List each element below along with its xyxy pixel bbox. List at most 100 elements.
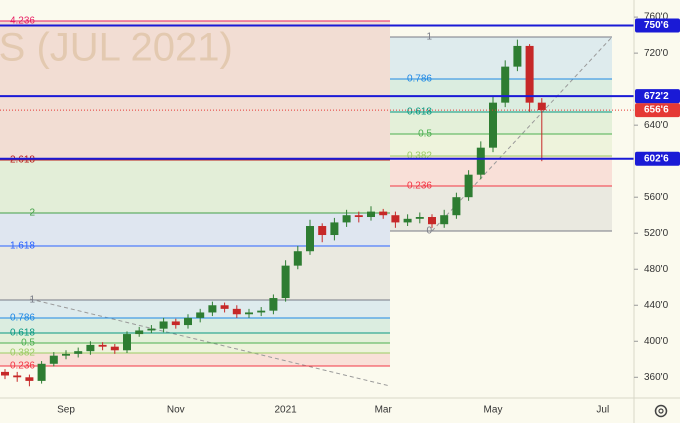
y-tick-label: 760'0 xyxy=(644,12,669,23)
candle-body xyxy=(330,222,339,236)
y-tick-label: 360'0 xyxy=(644,372,669,383)
candle-body xyxy=(281,265,290,299)
watermark: ES (JUL 2021) xyxy=(0,26,233,70)
candle-body xyxy=(74,351,83,354)
candle-body xyxy=(62,353,70,356)
fib-label: 0.786 xyxy=(10,313,35,324)
fib-label: 2.618 xyxy=(10,155,35,166)
candle-body xyxy=(269,298,278,311)
candle-body xyxy=(147,328,156,331)
fib-label: 1 xyxy=(29,295,35,306)
price-badge-label: 656'6 xyxy=(644,105,669,116)
x-tick-label: May xyxy=(484,405,503,416)
gear[interactable] xyxy=(654,404,668,418)
price-badge xyxy=(635,103,680,118)
candle-body xyxy=(379,211,388,216)
settings-icon[interactable] xyxy=(654,404,668,418)
fib-band xyxy=(0,246,390,301)
fib-band xyxy=(390,133,612,157)
fib-label: 2 xyxy=(29,208,35,219)
candle-body xyxy=(318,226,327,236)
candle-body xyxy=(306,226,314,252)
candle-body xyxy=(476,147,485,175)
fib-label: 0.236 xyxy=(407,181,432,192)
candle-body xyxy=(86,344,95,352)
candle-body xyxy=(464,174,473,198)
fib-label: 0 xyxy=(426,226,432,237)
candles xyxy=(1,39,546,387)
candle-body xyxy=(391,215,400,223)
fib-label: 0.786 xyxy=(407,74,432,85)
candle-body xyxy=(196,312,205,318)
y-tick-label: 720'0 xyxy=(644,48,669,59)
candle-body xyxy=(49,355,58,364)
x-tick-label: Nov xyxy=(167,405,185,416)
candle-body xyxy=(342,215,351,223)
price-badge xyxy=(635,18,680,33)
fib-band xyxy=(0,300,390,319)
price-lines xyxy=(0,24,634,160)
fib-label: 0.5 xyxy=(21,338,35,349)
trend-line xyxy=(431,36,613,232)
y-tick-label: 480'0 xyxy=(644,264,669,275)
price-badge-label: 672'2 xyxy=(644,91,669,102)
fib-label: 0.382 xyxy=(10,348,35,359)
x-tick-label: 2021 xyxy=(274,405,297,416)
candle-body xyxy=(135,330,144,335)
fib-label: 4.236 xyxy=(10,16,35,27)
candle-body xyxy=(208,305,217,313)
candle-body xyxy=(13,375,22,378)
candle-body xyxy=(123,334,131,351)
fib-band xyxy=(390,156,612,187)
x-tick-label: Mar xyxy=(375,405,393,416)
candle-body xyxy=(403,218,412,223)
axes: Sep Nov 2021 Mar May Jul 360'0 400'0 440'0 480'0 5… xyxy=(57,12,680,416)
price-badge xyxy=(635,151,680,166)
gear-center[interactable] xyxy=(658,408,664,414)
candle-body xyxy=(1,371,9,376)
fib-fills xyxy=(0,20,612,367)
candle-body xyxy=(354,215,363,218)
fib-label: 0.5 xyxy=(418,129,432,140)
time-axis xyxy=(0,398,634,423)
fib-levels: 4.2362.61821.61810.7860.6180.50.3820.236… xyxy=(0,16,612,372)
candle-body xyxy=(232,308,241,315)
fib-label: 1 xyxy=(426,32,432,43)
fib-band xyxy=(0,20,390,161)
y-tick-label: 640'0 xyxy=(644,120,669,131)
candle-body xyxy=(245,312,253,315)
candle-body xyxy=(452,197,461,216)
candle-body xyxy=(110,346,119,351)
fib-band xyxy=(0,342,390,353)
candle-body xyxy=(171,321,180,326)
candle-body xyxy=(440,215,449,225)
fib-band xyxy=(0,160,390,214)
y-tick-label: 440'0 xyxy=(644,300,669,311)
fib-band xyxy=(390,186,612,231)
candle-body xyxy=(257,310,266,313)
candle-body xyxy=(489,102,497,148)
candle-body xyxy=(513,45,522,67)
y-tick-label: 520'0 xyxy=(644,228,669,239)
fib-label: 0.618 xyxy=(10,328,35,339)
price-badge-label: 750'6 xyxy=(644,20,669,31)
candle-body xyxy=(25,377,34,381)
y-tick-label: 560'0 xyxy=(644,192,669,203)
fib-band xyxy=(390,37,612,79)
candle-body xyxy=(98,344,107,347)
candle-body xyxy=(159,321,168,329)
fib-label: 1.618 xyxy=(10,241,35,252)
candle-body xyxy=(293,251,302,266)
fib-band xyxy=(0,318,390,333)
fib-band xyxy=(0,352,390,367)
candle-body xyxy=(37,363,46,381)
fib-band xyxy=(390,112,612,134)
candle-body xyxy=(525,45,534,103)
candle-body xyxy=(501,66,510,103)
fib-label: 0.236 xyxy=(10,361,35,372)
candle-body xyxy=(184,317,192,326)
fib-label: 0.618 xyxy=(407,107,432,118)
price-badge xyxy=(635,89,680,104)
